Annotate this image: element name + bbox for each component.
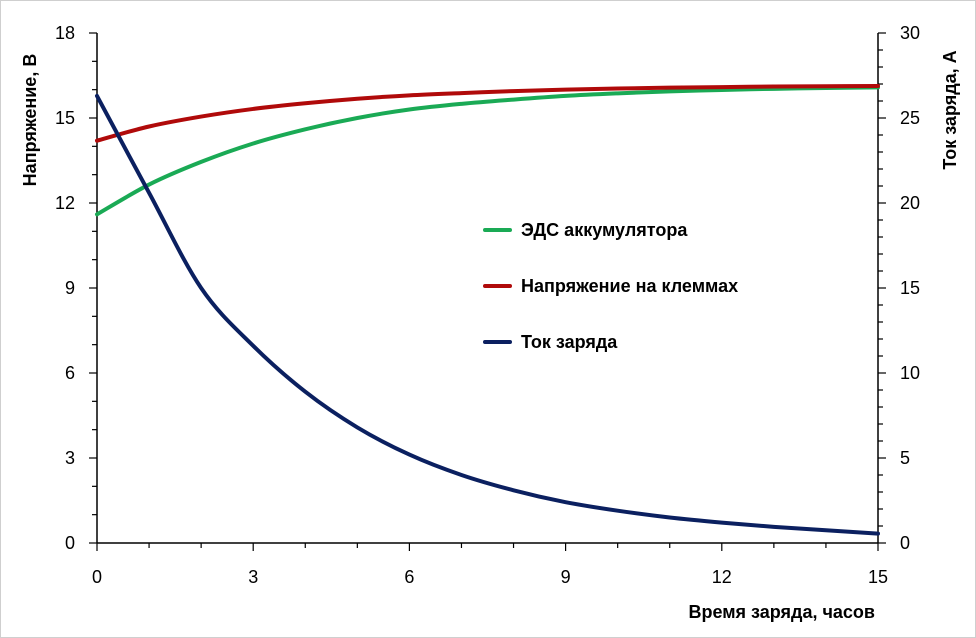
y-left-tick-label: 0 — [65, 533, 75, 553]
y-left-tick-label: 6 — [65, 363, 75, 383]
legend-label: ЭДС аккумулятора — [521, 220, 688, 240]
x-tick-label: 3 — [248, 567, 258, 587]
y-left-tick-label: 9 — [65, 278, 75, 298]
x-tick-label: 9 — [561, 567, 571, 587]
y-right-tick-label: 20 — [900, 193, 920, 213]
y-right-tick-label: 15 — [900, 278, 920, 298]
y-axis-left-title: Напряжение, В — [20, 54, 40, 187]
x-axis-title: Время заряда, часов — [688, 602, 875, 622]
y-right-tick-label: 25 — [900, 108, 920, 128]
x-tick-label: 6 — [404, 567, 414, 587]
series-line — [95, 85, 880, 217]
x-tick-label: 0 — [92, 567, 102, 587]
legend-label: Напряжение на клеммах — [521, 276, 738, 296]
series-line — [95, 83, 880, 143]
y-right-tick-label: 0 — [900, 533, 910, 553]
y-right-tick-label: 30 — [900, 23, 920, 43]
y-right-tick-label: 10 — [900, 363, 920, 383]
x-tick-label: 15 — [868, 567, 888, 587]
series-line — [95, 93, 880, 536]
tick-labels: 0 3 6 9 12 15 0 3 6 9 12 15 18 0 5 10 15 20 25 30 — [55, 23, 920, 587]
axes — [89, 32, 886, 551]
y-axis-right-title: Ток заряда, А — [940, 50, 960, 169]
series-layer — [95, 83, 880, 536]
legend-label: Ток заряда — [521, 332, 618, 352]
y-left-tick-label: 12 — [55, 193, 75, 213]
y-left-tick-label: 18 — [55, 23, 75, 43]
y-left-tick-label: 15 — [55, 108, 75, 128]
y-right-tick-label: 5 — [900, 448, 910, 468]
x-tick-label: 12 — [712, 567, 732, 587]
legend: ЭДС аккумулятора Напряжение на клеммах Ток… — [483, 220, 738, 352]
y-left-tick-label: 3 — [65, 448, 75, 468]
